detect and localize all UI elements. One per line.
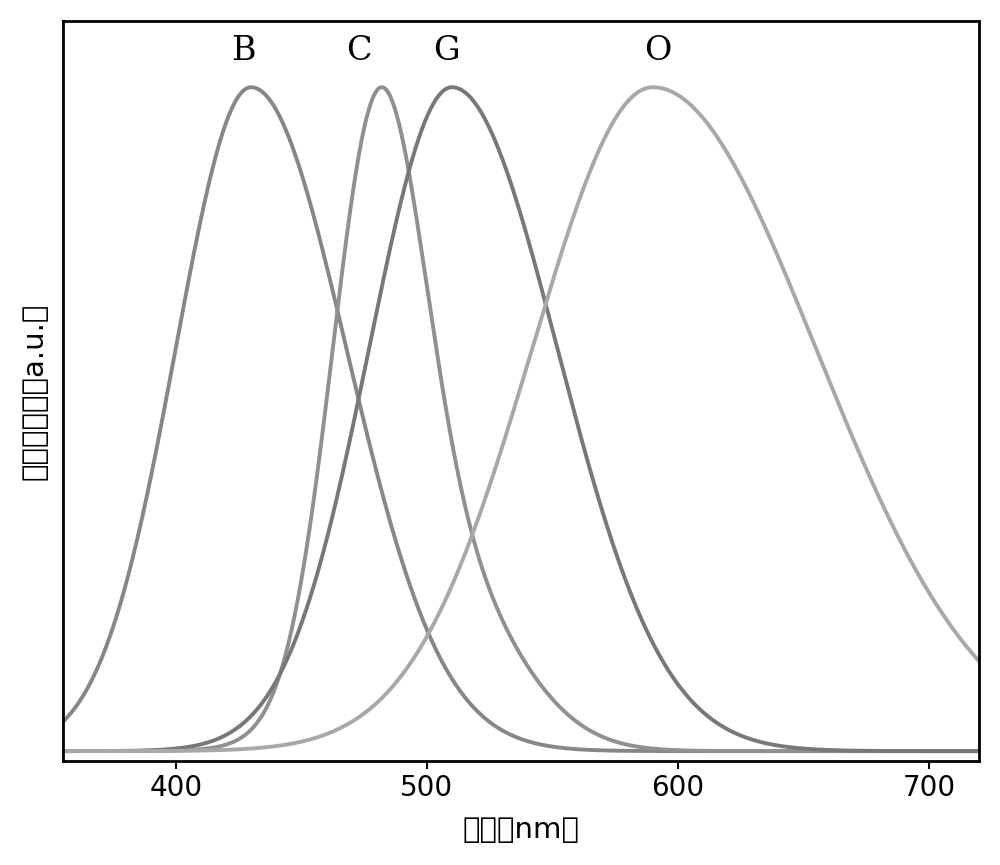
Text: G: G [434,35,460,67]
Y-axis label: 归一化强度（a.u.）: 归一化强度（a.u.） [21,302,49,480]
Text: C: C [346,35,372,67]
Text: O: O [644,35,671,67]
Text: B: B [231,35,256,67]
X-axis label: 波长（nm）: 波长（nm） [462,817,579,844]
